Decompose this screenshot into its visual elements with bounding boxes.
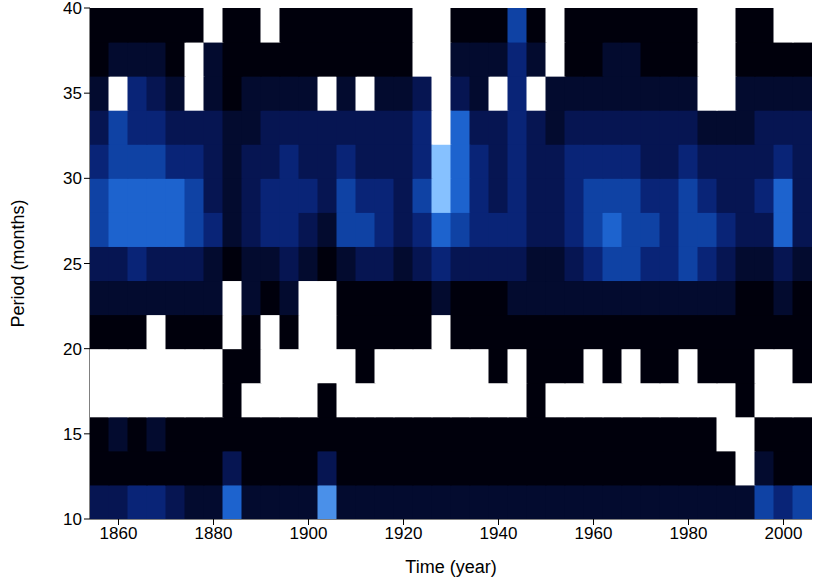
svg-text:1980: 1980 [670,524,708,543]
svg-text:1880: 1880 [195,524,233,543]
svg-text:20: 20 [63,340,82,359]
svg-text:10: 10 [63,510,82,529]
svg-text:35: 35 [63,84,82,103]
svg-text:Period (months): Period (months) [8,199,28,327]
svg-text:Time (year): Time (year) [405,557,496,577]
svg-text:30: 30 [63,169,82,188]
svg-text:1960: 1960 [575,524,613,543]
svg-text:40: 40 [63,0,82,18]
svg-text:25: 25 [63,255,82,274]
svg-text:1940: 1940 [480,524,518,543]
svg-text:2000: 2000 [765,524,803,543]
svg-text:1920: 1920 [385,524,423,543]
svg-text:15: 15 [63,425,82,444]
svg-text:1860: 1860 [100,524,138,543]
svg-text:1900: 1900 [290,524,328,543]
